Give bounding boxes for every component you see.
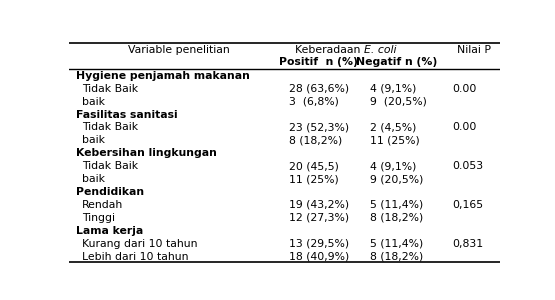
Text: 0.00: 0.00: [452, 122, 477, 133]
Text: Variable penelitian: Variable penelitian: [128, 45, 230, 55]
Text: Pendidikan: Pendidikan: [76, 187, 144, 197]
Text: 23 (52,3%): 23 (52,3%): [289, 122, 349, 133]
Text: 9 (20,5%): 9 (20,5%): [371, 174, 424, 184]
Text: 0.00: 0.00: [452, 84, 477, 94]
Text: 11 (25%): 11 (25%): [289, 174, 339, 184]
Text: Keberadaan: Keberadaan: [295, 45, 364, 55]
Text: Negatif n (%): Negatif n (%): [356, 57, 437, 67]
Text: E. coli: E. coli: [364, 45, 396, 55]
Text: 18 (40,9%): 18 (40,9%): [289, 252, 349, 262]
Text: 0,165: 0,165: [452, 200, 483, 210]
Text: Kebersihan lingkungan: Kebersihan lingkungan: [76, 148, 216, 158]
Text: 2 (4,5%): 2 (4,5%): [371, 122, 417, 133]
Text: Tidak Baik: Tidak Baik: [82, 122, 138, 133]
Text: baik: baik: [82, 135, 105, 146]
Text: 4 (9,1%): 4 (9,1%): [371, 161, 417, 171]
Text: Lebih dari 10 tahun: Lebih dari 10 tahun: [82, 252, 189, 262]
Text: Kurang dari 10 tahun: Kurang dari 10 tahun: [82, 239, 198, 249]
Text: 0.053: 0.053: [452, 161, 483, 171]
Text: baik: baik: [82, 97, 105, 107]
Text: 19 (43,2%): 19 (43,2%): [289, 200, 349, 210]
Text: 8 (18,2%): 8 (18,2%): [371, 213, 423, 223]
Text: 5 (11,4%): 5 (11,4%): [371, 200, 423, 210]
Text: Hygiene penjamah makanan: Hygiene penjamah makanan: [76, 71, 250, 81]
Text: 11 (25%): 11 (25%): [371, 135, 420, 146]
Text: Positif  n (%): Positif n (%): [279, 57, 359, 67]
Text: 12 (27,3%): 12 (27,3%): [289, 213, 349, 223]
Text: Rendah: Rendah: [82, 200, 124, 210]
Text: 4 (9,1%): 4 (9,1%): [371, 84, 417, 94]
Text: Tidak Baik: Tidak Baik: [82, 161, 138, 171]
Text: 20 (45,5): 20 (45,5): [289, 161, 339, 171]
Text: Tidak Baik: Tidak Baik: [82, 84, 138, 94]
Text: 13 (29,5%): 13 (29,5%): [289, 239, 349, 249]
Text: 5 (11,4%): 5 (11,4%): [371, 239, 423, 249]
Text: Fasilitas sanitasi: Fasilitas sanitasi: [76, 110, 178, 120]
Text: 28 (63,6%): 28 (63,6%): [289, 84, 349, 94]
Text: Nilai P: Nilai P: [457, 45, 491, 55]
Text: 0,831: 0,831: [452, 239, 483, 249]
Text: 8 (18,2%): 8 (18,2%): [371, 252, 423, 262]
Text: 9  (20,5%): 9 (20,5%): [371, 97, 427, 107]
Text: Tinggi: Tinggi: [82, 213, 115, 223]
Text: baik: baik: [82, 174, 105, 184]
Text: Lama kerja: Lama kerja: [76, 226, 143, 236]
Text: 8 (18,2%): 8 (18,2%): [289, 135, 342, 146]
Text: 3  (6,8%): 3 (6,8%): [289, 97, 339, 107]
